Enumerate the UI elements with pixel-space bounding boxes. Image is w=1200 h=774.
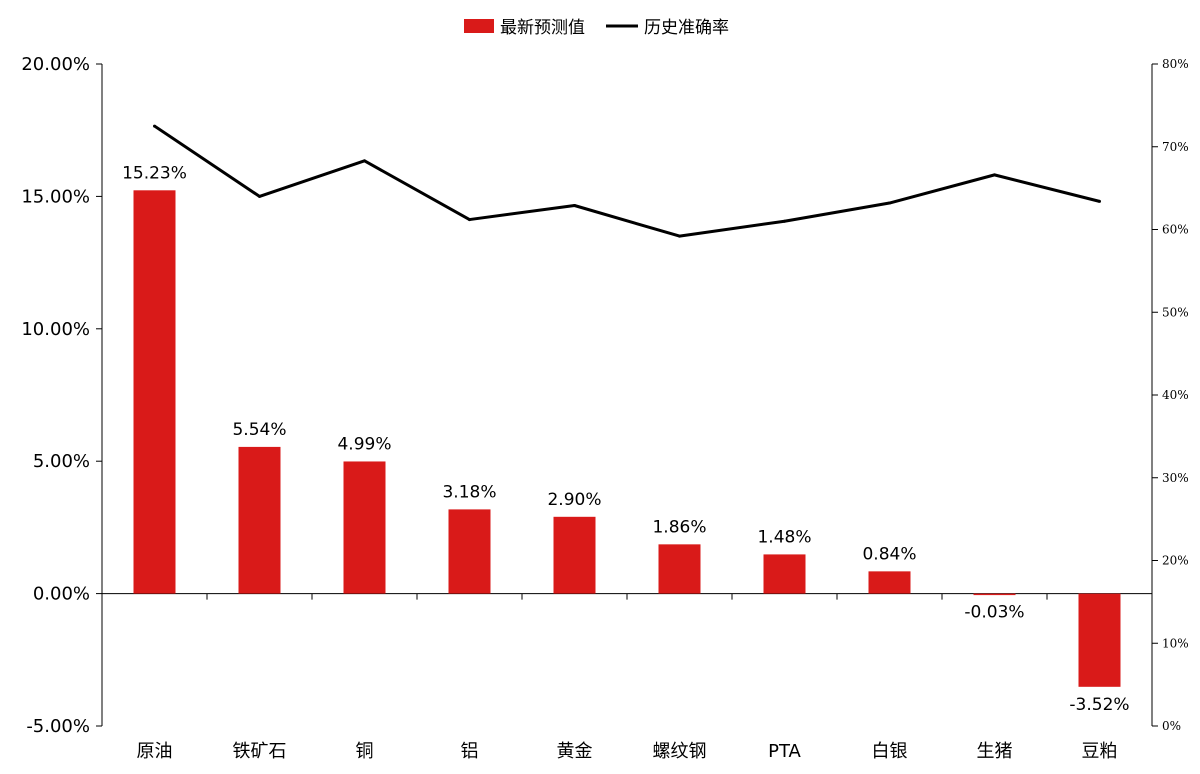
bar-value-label: 1.48% (757, 527, 811, 547)
accuracy-point (573, 204, 576, 208)
accuracy-point (993, 173, 996, 177)
accuracy-point (468, 218, 471, 222)
axes: 20.00% 15.00% 10.00% 5.00% 0.00% -5.00% 80% 70%… (21, 54, 1188, 762)
category-label: 白银 (872, 741, 908, 762)
category-label: 豆粕 (1082, 741, 1118, 762)
left-axis-tick-label: 0.00% (33, 584, 90, 605)
left-axis-tick-label: -5.00% (26, 716, 90, 737)
bar-value-label: 4.99% (337, 434, 391, 454)
bar (868, 571, 911, 594)
legend-label-line: 历史准确率 (644, 18, 729, 38)
category-label: 铜 (356, 741, 374, 762)
bar-value-label: 3.18% (442, 482, 496, 502)
accuracy-point (1098, 199, 1101, 203)
right-axis-tick-label: 40% (1162, 388, 1189, 402)
right-axis-tick-label: 70% (1162, 140, 1189, 154)
category-label: 原油 (137, 741, 173, 762)
legend: 最新预测值 历史准确率 (464, 18, 729, 38)
category-label: 螺纹钢 (653, 741, 707, 762)
left-axis-tick-label: 10.00% (21, 319, 90, 340)
legend-label-bar: 最新预测值 (500, 18, 585, 38)
accuracy-point (258, 194, 261, 198)
bar (553, 516, 596, 594)
right-axis-tick-label: 50% (1162, 305, 1189, 319)
accuracy-line (153, 124, 1100, 238)
right-axis-tick-label: 20% (1162, 554, 1189, 568)
bar (973, 593, 1016, 596)
legend-swatch-bar (464, 19, 494, 33)
category-label: 黄金 (557, 741, 593, 762)
left-axis-tick-label: 5.00% (33, 451, 90, 472)
bar-value-label: 15.23% (122, 163, 187, 183)
category-label: PTA (768, 741, 801, 762)
data-labels: 15.23% 5.54% 4.99% 3.18% 2.90% 1.86% 1.48% 0.84… (122, 163, 1129, 715)
accuracy-point (363, 159, 366, 163)
bar-value-label: -3.52% (1069, 695, 1129, 715)
bar (448, 509, 491, 594)
accuracy-point (678, 234, 681, 238)
accuracy-line-series (153, 124, 1101, 238)
bar-value-label: 2.90% (547, 490, 601, 510)
right-axis-tick-label: 0% (1162, 719, 1181, 733)
left-axis-tick-label: 15.00% (21, 186, 90, 207)
bar-value-label: 5.54% (232, 420, 286, 440)
bar (763, 554, 806, 594)
right-axis-tick-label: 30% (1162, 471, 1189, 485)
category-label: 铝 (461, 741, 479, 762)
category-label: 铁矿石 (233, 741, 287, 762)
bar (343, 461, 386, 594)
category-label: 生猪 (977, 741, 1013, 762)
bar-value-label: -0.03% (964, 602, 1024, 622)
accuracy-point (888, 201, 891, 205)
bar (658, 544, 701, 594)
right-axis-tick-label: 60% (1162, 223, 1189, 237)
accuracy-point (783, 219, 786, 223)
accuracy-point (153, 124, 156, 128)
bar (238, 446, 281, 594)
bar (1078, 593, 1121, 687)
bar-value-label: 1.86% (652, 517, 706, 537)
left-axis-tick-label: 20.00% (21, 54, 90, 75)
bars (133, 190, 1121, 687)
right-axis-tick-label: 10% (1162, 636, 1189, 650)
bar (133, 190, 176, 594)
right-axis-tick-label: 80% (1162, 57, 1189, 71)
bar-value-label: 0.84% (862, 544, 916, 564)
